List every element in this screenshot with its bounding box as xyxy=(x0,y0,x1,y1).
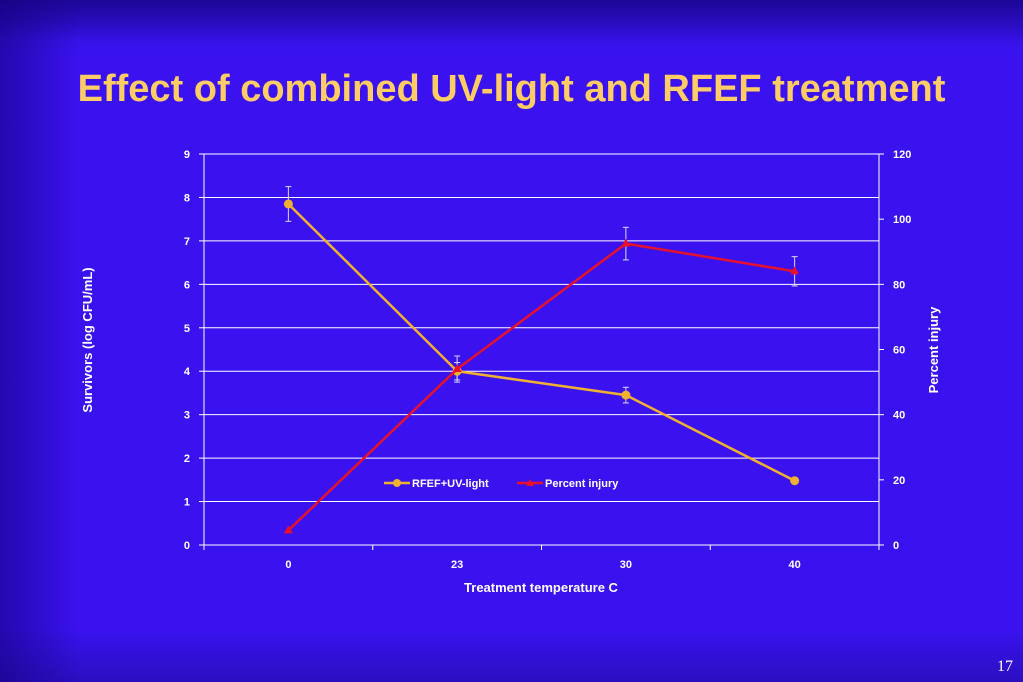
legend: RFEF+UV-light Percent injury xyxy=(384,478,619,490)
y2-tick-label: 20 xyxy=(893,475,905,487)
y2-tick-label: 120 xyxy=(893,149,911,161)
y-tick-label: 5 xyxy=(184,323,190,335)
data-point-triangle xyxy=(283,525,293,534)
data-point-triangle xyxy=(452,364,462,373)
y-tick-label: 0 xyxy=(184,540,190,552)
y-tick-label: 3 xyxy=(184,410,190,422)
legend-label: Percent injury xyxy=(545,478,619,490)
data-point-triangle xyxy=(790,266,800,275)
y-tick-label: 2 xyxy=(184,453,190,465)
y2-tick-label: 80 xyxy=(893,279,905,291)
x-tick-label: 0 xyxy=(285,559,291,571)
y2-tick-label: 40 xyxy=(893,410,905,422)
gridlines xyxy=(204,153,879,546)
y-tick-label: 9 xyxy=(184,149,190,161)
x-tick-label: 40 xyxy=(789,559,801,571)
y2-tick-label: 60 xyxy=(893,345,905,357)
x-tick-label: 30 xyxy=(620,559,632,571)
y2-axis-label: Percent injury xyxy=(926,306,941,393)
y-tick-label: 7 xyxy=(184,236,190,248)
x-tick-label: 23 xyxy=(451,559,463,571)
y-tick-label: 1 xyxy=(184,497,190,509)
y-tick-label: 6 xyxy=(184,279,190,291)
data-point-circle xyxy=(621,390,631,400)
legend-label: RFEF+UV-light xyxy=(412,478,489,490)
series-line-2 xyxy=(287,242,795,532)
x-axis-label: Treatment temperature C xyxy=(464,580,618,595)
slide-number: 17 xyxy=(997,658,1013,675)
slide-top-shading xyxy=(0,0,1023,40)
legend-marker-circle xyxy=(393,479,401,487)
data-point-circle xyxy=(790,476,800,486)
series-line-1 xyxy=(287,203,796,482)
data-point-triangle xyxy=(621,238,631,247)
y-tick-label: 8 xyxy=(184,192,190,204)
error-bars xyxy=(285,186,798,404)
y2-tick-label: 0 xyxy=(893,540,899,552)
legend-marker-triangle xyxy=(526,479,534,486)
y-axis-label: Survivors (log CFU/mL) xyxy=(80,267,95,412)
y-tick-label: 4 xyxy=(184,366,191,378)
axes xyxy=(199,153,884,550)
series-lines xyxy=(283,199,800,534)
data-point-circle xyxy=(283,199,293,209)
slide-title: Effect of combined UV-light and RFEF tre… xyxy=(77,68,946,110)
y2-tick-label: 100 xyxy=(893,214,911,226)
slide-left-shading xyxy=(0,0,80,682)
